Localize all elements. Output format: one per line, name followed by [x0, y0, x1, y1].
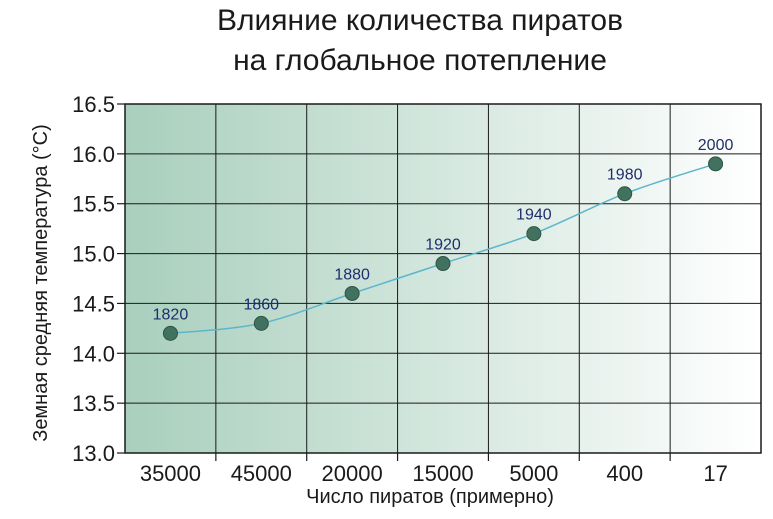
data-label: 1820 [153, 306, 189, 323]
data-label: 1880 [334, 266, 370, 283]
data-label: 1920 [425, 237, 461, 254]
y-axis-label: Земная средняя температура (°C) [30, 124, 52, 442]
data-point [253, 315, 269, 331]
data-label: 1980 [607, 167, 643, 184]
y-tick-label: 16.5 [72, 92, 115, 117]
grid [125, 103, 761, 454]
y-tick-label: 13.0 [72, 441, 115, 466]
data-point [617, 186, 633, 202]
y-axis-ticks: 13.0 13.5 14.0 14.5 15.0 15.5 16.0 16.5 [72, 92, 125, 466]
x-tick-label: 17 [703, 461, 727, 486]
plot-background [125, 104, 761, 453]
plot-frame [124, 103, 762, 454]
x-tick-label: 35000 [140, 461, 201, 486]
x-tick-label: 5000 [509, 461, 558, 486]
point-labels: 1820 1860 1880 1920 1940 1980 2000 [153, 137, 734, 324]
y-tick-label: 15.0 [72, 242, 115, 267]
data-point [162, 325, 178, 341]
series-markers [162, 156, 724, 341]
chart-title-line-1: Влияние количества пиратов [217, 4, 623, 37]
data-label: 1940 [516, 207, 552, 224]
data-point [708, 156, 724, 172]
data-point [526, 226, 542, 242]
x-axis-label: Число пиратов (примерно) [306, 486, 554, 508]
data-label: 2000 [698, 137, 734, 154]
data-point [344, 285, 360, 301]
x-tick-label: 400 [606, 461, 643, 486]
data-point [435, 256, 451, 272]
x-tick-label: 20000 [322, 461, 383, 486]
x-axis-ticks: 35000 45000 20000 15000 5000 400 17 [140, 453, 728, 486]
y-tick-label: 15.5 [72, 192, 115, 217]
chart-title-line-2: на глобальное потепление [233, 44, 607, 77]
y-tick-label: 16.0 [72, 142, 115, 167]
x-tick-label: 45000 [231, 461, 292, 486]
y-tick-label: 14.0 [72, 341, 115, 366]
data-label: 1860 [243, 296, 279, 313]
y-tick-label: 14.5 [72, 291, 115, 316]
x-tick-label: 15000 [412, 461, 473, 486]
y-tick-label: 13.5 [72, 391, 115, 416]
